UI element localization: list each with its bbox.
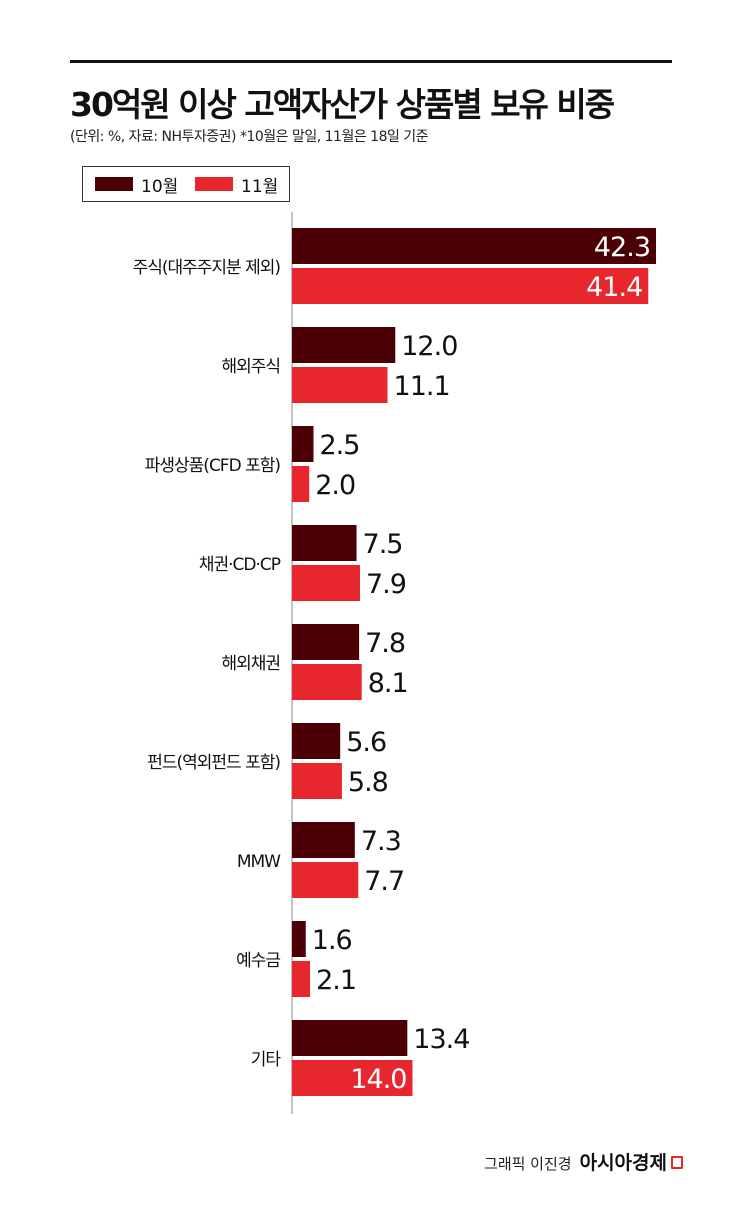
data-label: 2.0	[315, 470, 355, 501]
bar-november	[292, 565, 360, 601]
category-label: 채권·CD·CP	[199, 555, 281, 575]
bar-november	[292, 466, 310, 502]
graphic-credit: 그래픽 이진경	[484, 1155, 572, 1173]
bar-october	[292, 822, 355, 858]
data-label: 13.4	[413, 1024, 469, 1055]
data-label: 7.5	[363, 529, 403, 560]
bar-november	[292, 664, 362, 700]
bar-october	[292, 327, 396, 363]
category-label: 해외채권	[221, 654, 280, 674]
footer: 그래픽 이진경 아시아경제	[484, 1148, 683, 1175]
bar-october	[292, 228, 656, 264]
category-label: 해외주식	[221, 357, 280, 377]
category-label: 펀드(역외펀드 포함)	[147, 753, 280, 773]
data-label: 8.1	[368, 668, 408, 699]
category-label: MMW	[237, 852, 281, 872]
bar-november	[292, 862, 359, 898]
bar-october	[292, 723, 341, 759]
bar-november	[292, 367, 388, 403]
bar-november	[292, 961, 311, 997]
bar-october	[292, 624, 360, 660]
data-label: 11.1	[394, 371, 450, 402]
legend-item-november: 11월	[195, 174, 279, 197]
bar-october	[292, 921, 306, 957]
bar-october	[292, 525, 357, 561]
legend-label-october: 10월	[141, 176, 179, 197]
data-label: 7.9	[366, 569, 406, 600]
data-label: 1.6	[312, 925, 352, 956]
chart-title: 30억원 이상 고액자산가 상품별 보유 비중	[70, 85, 615, 124]
category-label: 예수금	[236, 951, 280, 971]
data-label: 7.8	[365, 628, 405, 659]
data-label: 2.5	[320, 430, 360, 461]
data-label: 12.0	[401, 331, 457, 362]
chart-subtitle: (단위: %, 자료: NH투자증권) *10월은 말일, 11월은 18일 기…	[70, 129, 429, 145]
brand-logo: 아시아경제	[579, 1152, 667, 1174]
data-label: 14.0	[350, 1064, 406, 1095]
data-label: 41.4	[586, 272, 642, 303]
bar-november	[292, 268, 649, 304]
bar-november	[292, 1060, 413, 1096]
legend: 10월 11월	[82, 166, 290, 202]
category-label: 기타	[251, 1050, 282, 1070]
data-label: 2.1	[316, 965, 356, 996]
bar-october	[292, 1020, 408, 1056]
legend-swatch-november	[195, 177, 233, 191]
data-label: 7.7	[364, 866, 404, 897]
category-label: 파생상품(CFD 포함)	[145, 456, 281, 476]
category-label: 주식(대주주지분 제외)	[133, 258, 281, 278]
bar-november	[292, 763, 342, 799]
bar-october	[292, 426, 314, 462]
legend-swatch-october	[95, 177, 133, 191]
brand-mark-icon	[671, 1156, 683, 1169]
top-rule	[70, 60, 672, 63]
data-label: 42.3	[594, 232, 650, 263]
data-label: 5.8	[348, 767, 388, 798]
legend-item-october: 10월	[95, 174, 179, 197]
data-label: 7.3	[361, 826, 401, 857]
data-label: 5.6	[346, 727, 386, 758]
legend-label-november: 11월	[241, 176, 279, 197]
